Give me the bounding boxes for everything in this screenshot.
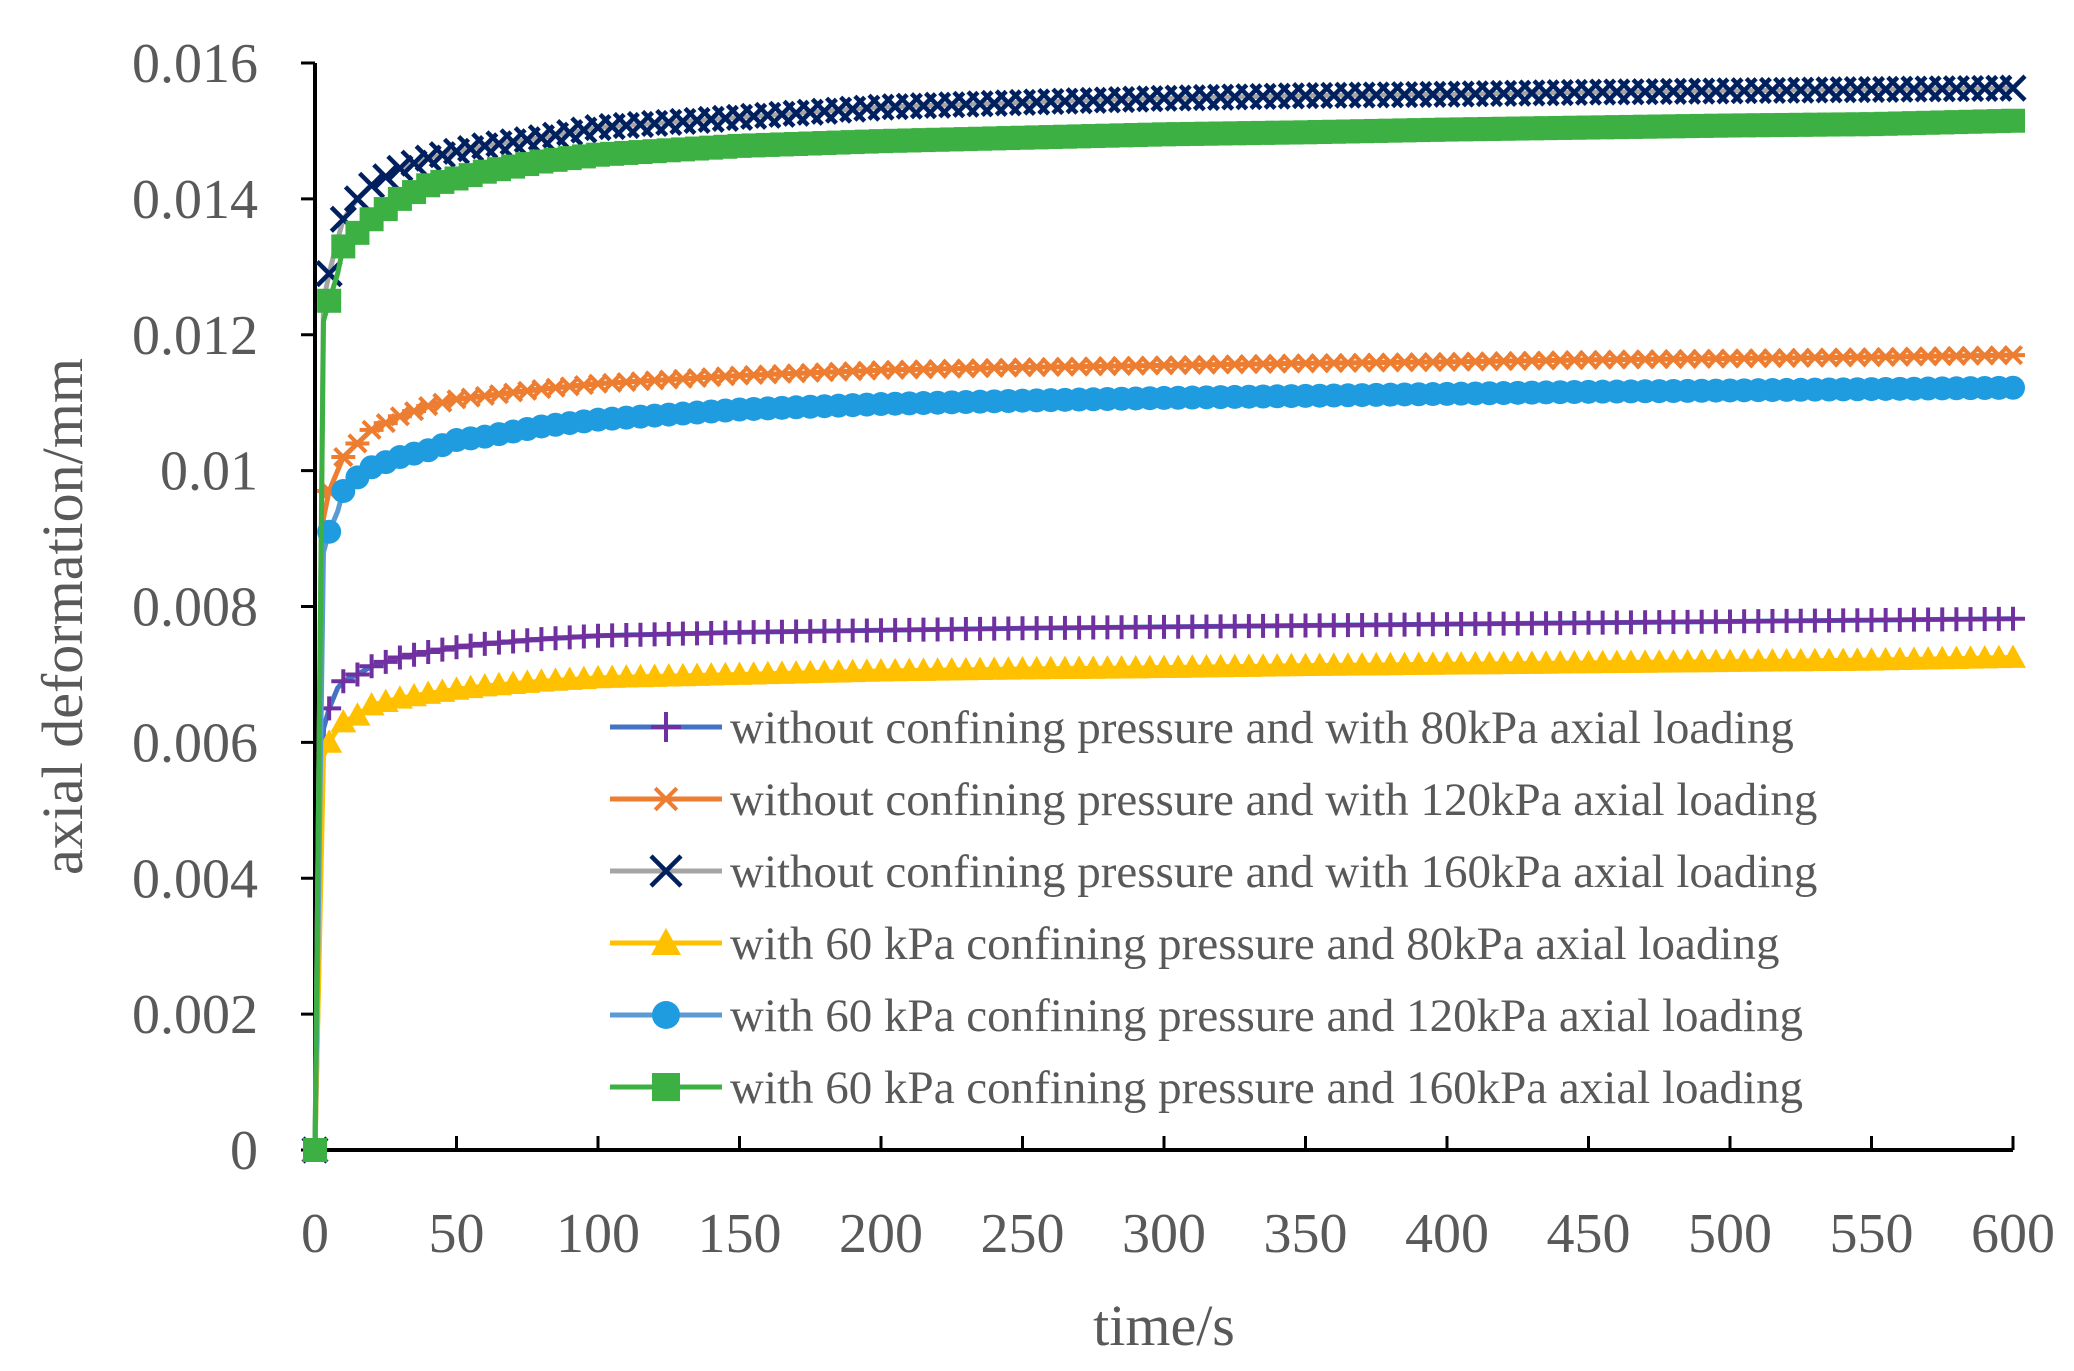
data-point	[652, 1001, 680, 1029]
data-point	[651, 712, 681, 742]
x-tick-label: 300	[1122, 1203, 1206, 1265]
legend-label: with 60 kPa confining pressure and 120kP…	[730, 990, 1803, 1042]
legend-label: with 60 kPa confining pressure and 80kPa…	[730, 918, 1779, 970]
data-point	[2001, 108, 2025, 133]
y-tick-label: 0.004	[132, 848, 258, 910]
y-axis-title: axial deformation/mm	[30, 358, 95, 875]
data-point	[303, 1138, 327, 1162]
series-2	[303, 345, 2025, 1161]
series-5	[303, 375, 2025, 1162]
data-point	[387, 645, 412, 670]
data-point	[651, 928, 681, 955]
data-point	[317, 288, 342, 313]
legend-entry: with 60 kPa confining pressure and 80kPa…	[610, 918, 1779, 970]
data-point	[652, 1073, 680, 1101]
y-tick-label: 0.002	[132, 984, 258, 1046]
legend-entry: without confining pressure and with 80kP…	[610, 702, 1794, 754]
data-point	[2001, 345, 2025, 366]
ticks: 0 0.002 0.004 0.006 0.008 0.01 0.012 0.014 0.016…	[132, 33, 2055, 1265]
series	[301, 74, 2027, 1164]
y-tick-label: 0.006	[132, 712, 258, 774]
y-tick-label: 0.01	[160, 441, 258, 503]
data-point	[402, 642, 427, 667]
y-tick-label: 0.012	[132, 305, 258, 367]
data-point	[430, 637, 455, 662]
data-point	[372, 163, 400, 191]
x-axis-title: time/s	[1093, 1293, 1235, 1358]
legend-entry: with 60 kPa confining pressure and 160kP…	[610, 1062, 1803, 1114]
data-point	[416, 640, 441, 665]
x-tick-label: 100	[556, 1203, 640, 1265]
x-tick-label: 250	[981, 1203, 1065, 1265]
legend-label: with 60 kPa confining pressure and 160kP…	[730, 1062, 1803, 1114]
legend-entry: without confining pressure and with 160k…	[610, 846, 1817, 898]
x-tick-label: 150	[698, 1203, 782, 1265]
y-tick-label: 0.016	[132, 33, 258, 95]
y-tick-label: 0	[230, 1120, 258, 1182]
data-point	[1999, 74, 2027, 102]
x-tick-label: 0	[301, 1203, 329, 1265]
series-6	[303, 108, 2025, 1162]
legend-label: without confining pressure and with 80kP…	[730, 702, 1794, 754]
data-point	[359, 654, 384, 679]
series-4	[302, 644, 2026, 1161]
series-3	[301, 74, 2027, 1164]
data-point	[344, 702, 371, 726]
legend-label: without confining pressure and with 160k…	[730, 846, 1817, 898]
legend: without confining pressure and with 80kP…	[610, 702, 1817, 1114]
x-tick-label: 550	[1830, 1203, 1914, 1265]
legend-entry: without confining pressure and with 120k…	[610, 774, 1817, 826]
data-point	[2001, 606, 2025, 631]
x-tick-label: 200	[839, 1203, 923, 1265]
data-point	[345, 662, 370, 687]
x-tick-label: 450	[1547, 1203, 1631, 1265]
data-point	[331, 669, 356, 694]
x-tick-label: 400	[1405, 1203, 1489, 1265]
data-point	[651, 786, 681, 812]
legend-entry: with 60 kPa confining pressure and 120kP…	[610, 990, 1803, 1042]
x-tick-label: 500	[1688, 1203, 1772, 1265]
data-point	[649, 854, 683, 888]
axes	[313, 63, 2013, 1152]
legend-label: without confining pressure and with 120k…	[730, 774, 1817, 826]
data-point	[386, 154, 414, 182]
data-point	[373, 649, 398, 674]
data-point	[358, 171, 386, 199]
data-point	[330, 708, 357, 733]
series-1	[303, 606, 2025, 1162]
x-tick-label: 600	[1971, 1203, 2055, 1265]
y-tick-label: 0.014	[132, 169, 258, 231]
data-point	[2000, 644, 2026, 668]
x-tick-label: 50	[429, 1203, 485, 1265]
data-point	[400, 149, 428, 177]
y-tick-label: 0.008	[132, 577, 258, 639]
x-tick-label: 350	[1264, 1203, 1348, 1265]
data-point	[2001, 375, 2025, 400]
